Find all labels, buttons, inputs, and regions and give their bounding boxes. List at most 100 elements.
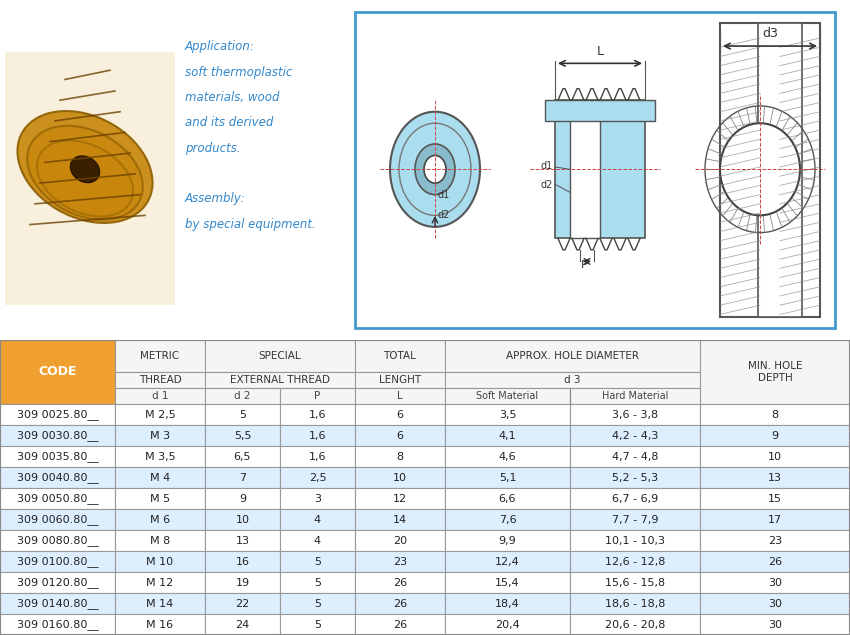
Bar [0,593,115,614]
Text: 20,6 - 20,8: 20,6 - 20,8 [605,620,666,629]
Bar [355,593,445,614]
Text: EXTERNAL THREAD: EXTERNAL THREAD [230,375,330,385]
Ellipse shape [415,144,455,194]
Bar [115,614,205,635]
Bar [445,372,700,388]
Bar [0,488,115,509]
Text: materials, wood: materials, wood [185,91,280,104]
Ellipse shape [71,156,99,183]
Bar [115,509,205,530]
Text: 13: 13 [768,472,782,483]
Text: by special equipment.: by special equipment. [185,218,315,231]
Text: P: P [314,391,320,401]
Text: 4,2 - 4,3: 4,2 - 4,3 [612,431,658,441]
Ellipse shape [424,156,446,183]
Bar [355,509,445,530]
Bar [280,614,355,635]
Circle shape [720,123,800,215]
Ellipse shape [399,123,471,215]
Text: 15: 15 [768,493,782,504]
Bar [445,388,570,404]
Text: 4,7 - 4,8: 4,7 - 4,8 [612,451,658,462]
Text: d1: d1 [438,190,450,200]
Bar [570,551,700,572]
Text: 6,7 - 6,9: 6,7 - 6,9 [612,493,658,504]
Bar [445,446,570,467]
Text: 309 0050.80__: 309 0050.80__ [17,493,99,504]
Text: 3,6 - 3,8: 3,6 - 3,8 [612,410,658,420]
Bar [115,593,205,614]
Bar [570,467,700,488]
Text: 15,6 - 15,8: 15,6 - 15,8 [605,578,665,587]
Text: 7: 7 [239,472,246,483]
Bar [205,572,280,593]
Text: 30: 30 [768,620,782,629]
Text: 9,9: 9,9 [499,535,516,545]
Text: d2: d2 [438,210,450,220]
Bar [0,340,115,404]
Text: 6,5: 6,5 [234,451,252,462]
Bar [445,425,570,446]
Bar [280,425,355,446]
Bar [700,614,850,635]
Text: 10: 10 [768,451,782,462]
Bar [115,388,205,404]
Bar [0,572,115,593]
Text: 6: 6 [396,431,404,441]
FancyBboxPatch shape [758,23,802,317]
Text: 15,4: 15,4 [496,578,520,587]
Text: 5: 5 [314,578,321,587]
Bar [700,509,850,530]
Bar [355,488,445,509]
Text: 14: 14 [393,514,407,525]
Text: M 5: M 5 [150,493,170,504]
Text: 24: 24 [235,620,250,629]
Text: 5: 5 [314,557,321,566]
Text: 23: 23 [393,557,407,566]
Bar [115,340,205,372]
Bar [280,509,355,530]
Text: P: P [581,260,587,271]
Bar [115,530,205,551]
Text: 22: 22 [235,599,250,608]
Bar [280,488,355,509]
Text: 6,6: 6,6 [499,493,516,504]
Bar [355,530,445,551]
Bar [355,467,445,488]
Text: 12,6 - 12,8: 12,6 - 12,8 [605,557,666,566]
Bar [355,388,445,404]
Text: Assembly:: Assembly: [185,192,246,205]
Text: 309 0160.80__: 309 0160.80__ [17,619,99,630]
Bar [280,404,355,425]
Bar [570,530,700,551]
Bar [445,340,700,372]
Text: 26: 26 [393,620,407,629]
Text: 7,6: 7,6 [499,514,516,525]
FancyBboxPatch shape [570,100,600,238]
Bar [280,388,355,404]
Bar [355,372,445,388]
Bar [115,425,205,446]
Bar [205,488,280,509]
Bar [445,614,570,635]
Text: 309 0080.80__: 309 0080.80__ [17,535,99,546]
Bar [355,425,445,446]
Text: 3: 3 [314,493,321,504]
Text: L: L [597,44,603,58]
Bar [205,614,280,635]
Text: 4,1: 4,1 [499,431,516,441]
Text: 309 0030.80__: 309 0030.80__ [17,431,99,441]
Text: M 4: M 4 [150,472,170,483]
Text: 309 0100.80__: 309 0100.80__ [17,556,99,567]
Bar [700,572,850,593]
Bar [700,551,850,572]
Text: Hard Material: Hard Material [602,391,668,401]
Bar [445,551,570,572]
Text: 10: 10 [393,472,407,483]
Bar [115,572,205,593]
Bar [280,467,355,488]
Bar [0,509,115,530]
Bar [570,446,700,467]
Text: d 2: d 2 [235,391,251,401]
Bar [0,446,115,467]
